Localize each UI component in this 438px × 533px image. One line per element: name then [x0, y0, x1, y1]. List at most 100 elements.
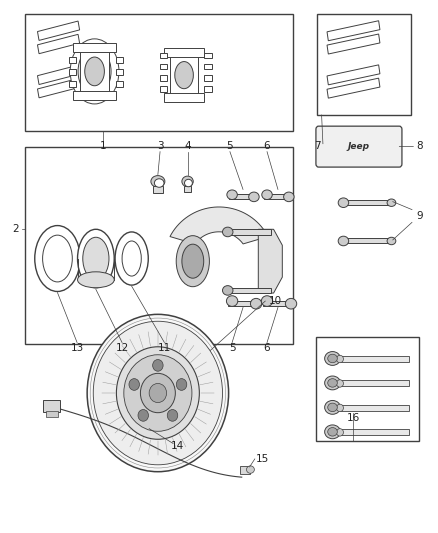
Bar — [80, 49, 110, 94]
Ellipse shape — [325, 400, 340, 414]
Bar — [343, 238, 392, 243]
Ellipse shape — [182, 244, 204, 278]
Bar — [25, 14, 293, 131]
Ellipse shape — [78, 229, 114, 288]
Polygon shape — [170, 207, 268, 244]
Bar — [340, 405, 409, 410]
Text: 13: 13 — [71, 343, 84, 353]
Ellipse shape — [42, 235, 72, 282]
Bar — [46, 411, 58, 417]
Ellipse shape — [141, 373, 175, 413]
Bar — [340, 429, 409, 435]
Text: 10: 10 — [268, 296, 282, 306]
Text: 8: 8 — [417, 141, 423, 151]
Ellipse shape — [35, 225, 80, 292]
Polygon shape — [38, 34, 80, 54]
Ellipse shape — [149, 383, 166, 402]
Text: 5: 5 — [229, 343, 235, 353]
Text: 9: 9 — [417, 211, 423, 221]
Bar — [228, 301, 254, 306]
Ellipse shape — [177, 378, 187, 390]
Bar — [340, 380, 409, 386]
Ellipse shape — [249, 192, 259, 201]
Bar — [73, 43, 116, 52]
Ellipse shape — [152, 360, 163, 371]
FancyBboxPatch shape — [316, 126, 402, 167]
Bar — [116, 69, 123, 75]
Bar — [228, 229, 272, 235]
Ellipse shape — [251, 298, 262, 309]
Bar — [264, 193, 288, 199]
Polygon shape — [38, 21, 80, 41]
Bar — [160, 86, 167, 92]
Ellipse shape — [328, 403, 337, 411]
Ellipse shape — [325, 425, 340, 439]
Bar — [184, 185, 191, 192]
Bar — [164, 48, 205, 57]
Bar — [205, 86, 212, 92]
Ellipse shape — [387, 237, 396, 245]
Bar — [340, 356, 409, 362]
Text: 12: 12 — [116, 343, 129, 353]
Ellipse shape — [78, 47, 111, 95]
Ellipse shape — [336, 379, 343, 387]
Text: 15: 15 — [256, 454, 269, 464]
Text: 3: 3 — [157, 141, 163, 151]
Text: 7: 7 — [314, 141, 321, 151]
Polygon shape — [38, 78, 80, 98]
Ellipse shape — [167, 409, 178, 421]
Bar — [152, 186, 163, 193]
Bar — [263, 301, 289, 306]
Bar — [164, 93, 205, 102]
Text: 6: 6 — [264, 343, 270, 353]
Bar — [229, 193, 253, 199]
Ellipse shape — [338, 236, 349, 246]
Polygon shape — [327, 34, 380, 54]
Text: 11: 11 — [158, 343, 171, 353]
Ellipse shape — [223, 227, 233, 237]
Bar — [205, 75, 212, 80]
Ellipse shape — [184, 179, 192, 187]
Bar — [25, 147, 293, 344]
Ellipse shape — [83, 237, 109, 280]
Text: Jeep: Jeep — [348, 142, 370, 151]
Polygon shape — [38, 65, 80, 85]
Bar — [240, 466, 250, 474]
Bar — [205, 64, 212, 69]
Text: 5: 5 — [226, 141, 233, 151]
Ellipse shape — [182, 176, 193, 187]
Polygon shape — [327, 65, 380, 85]
Ellipse shape — [227, 190, 237, 199]
Text: 14: 14 — [171, 441, 184, 451]
Ellipse shape — [328, 427, 337, 436]
Ellipse shape — [124, 355, 192, 431]
Ellipse shape — [154, 179, 164, 187]
Bar — [160, 64, 167, 69]
Bar — [69, 57, 76, 63]
Bar — [170, 54, 198, 96]
Bar — [116, 81, 123, 87]
Ellipse shape — [70, 39, 119, 104]
Ellipse shape — [93, 321, 223, 465]
Ellipse shape — [284, 192, 294, 201]
Ellipse shape — [117, 347, 199, 439]
Ellipse shape — [115, 232, 148, 285]
Ellipse shape — [328, 354, 337, 363]
Text: 2: 2 — [12, 224, 18, 235]
Bar — [69, 69, 76, 75]
Bar — [160, 75, 167, 80]
Bar — [73, 91, 116, 100]
Text: 4: 4 — [184, 141, 191, 151]
Bar — [205, 53, 212, 58]
Ellipse shape — [286, 298, 297, 309]
Text: 16: 16 — [347, 413, 360, 423]
Ellipse shape — [325, 352, 340, 366]
Ellipse shape — [338, 198, 349, 207]
Bar — [116, 57, 123, 63]
Ellipse shape — [336, 356, 343, 363]
Ellipse shape — [78, 272, 114, 288]
Ellipse shape — [175, 62, 193, 88]
Bar — [343, 200, 392, 205]
Text: 1: 1 — [100, 141, 106, 151]
Text: 6: 6 — [264, 141, 270, 151]
